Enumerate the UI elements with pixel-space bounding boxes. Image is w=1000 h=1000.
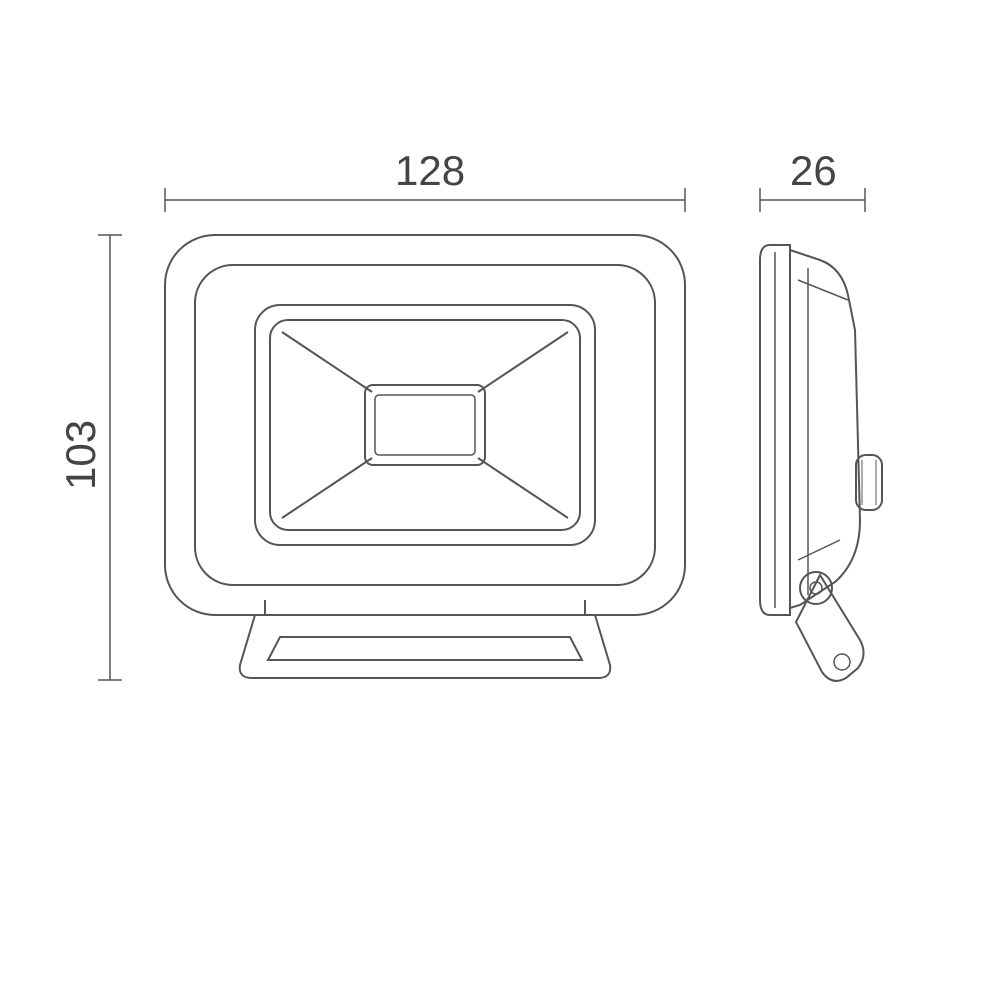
front-view (165, 235, 685, 678)
dimension-depth-label: 26 (790, 147, 837, 194)
dimension-width-label: 128 (395, 147, 465, 194)
dimension-height-label: 103 (57, 420, 104, 490)
side-view (760, 245, 882, 681)
technical-drawing: 128 26 103 (0, 0, 1000, 1000)
